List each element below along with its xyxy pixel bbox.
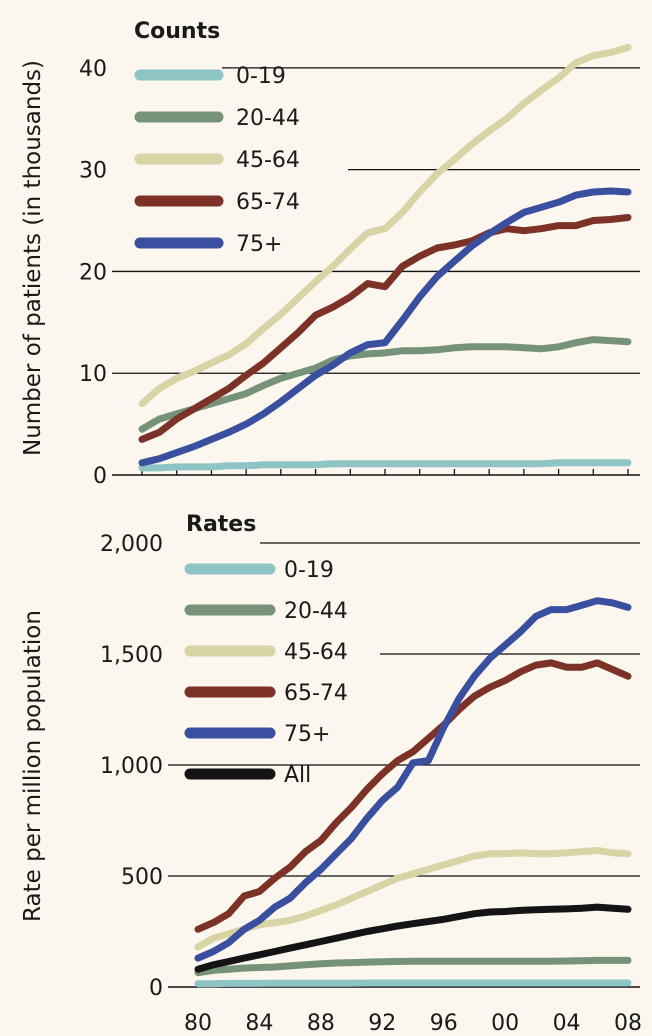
- y-tick-label: 20: [79, 260, 107, 285]
- x-tick-label: 80: [184, 1011, 212, 1036]
- series-line-20-44: [138, 336, 632, 433]
- series-line-65-74: [138, 214, 632, 443]
- legend-label: 20-44: [236, 106, 300, 131]
- counts-y-axis-label: Number of patients (in thousands): [20, 60, 46, 456]
- counts-title: Counts: [134, 19, 220, 44]
- series-line-45-64: [194, 847, 632, 951]
- rates-x-axis: 80 84 88 92 96 00 04 08: [184, 1011, 642, 1036]
- counts-chart: Counts Number of patients (in thousands)…: [20, 19, 640, 489]
- series-line-0-19: [194, 979, 632, 988]
- legend-label: 45-64: [284, 640, 348, 665]
- legend-label: 0-19: [236, 64, 286, 89]
- legend-label: 75+: [236, 232, 282, 257]
- counts-series: [138, 44, 632, 472]
- x-tick-label: 92: [368, 1011, 396, 1036]
- rates-y-ticks: 0 500 1,000 1,500 2,000: [100, 532, 163, 1001]
- legend-label: 75+: [284, 722, 330, 747]
- legend-label: All: [284, 763, 311, 788]
- y-tick-label: 1,500: [100, 643, 163, 668]
- legend-label: 45-64: [236, 148, 300, 173]
- series-line-75plus: [194, 597, 632, 962]
- y-tick-label: 10: [79, 362, 107, 387]
- series-line-All: [194, 903, 632, 973]
- y-tick-label: 0: [149, 976, 163, 1001]
- counts-y-ticks: 0 10 20 30 40: [79, 57, 107, 489]
- y-tick-label: 1,000: [100, 754, 163, 779]
- x-tick-label: 08: [614, 1011, 642, 1036]
- y-tick-label: 500: [121, 865, 163, 890]
- legend-label: 65-74: [284, 681, 348, 706]
- y-tick-label: 40: [79, 57, 107, 82]
- series-line-20-44: [194, 956, 632, 977]
- legend-label: 20-44: [284, 599, 348, 624]
- y-tick-label: 0: [93, 464, 107, 489]
- rates-legend: 0-19 20-44 45-64 65-74 75+ All: [184, 558, 348, 788]
- series-line-75plus: [138, 187, 632, 467]
- rates-y-axis-label: Rate per million population: [20, 610, 46, 922]
- x-tick-label: 84: [245, 1011, 273, 1036]
- x-tick-label: 00: [491, 1011, 519, 1036]
- rates-series: [194, 597, 632, 988]
- legend-label: 65-74: [236, 190, 300, 215]
- series-line-0-19: [138, 459, 632, 472]
- series-line-65-74: [194, 659, 632, 933]
- rates-title: Rates: [186, 512, 256, 537]
- rates-chart: Rates Rate per million population 0 500 1,…: [20, 512, 642, 1036]
- series-line-45-64: [138, 44, 632, 408]
- counts-gridlines: [112, 67, 640, 476]
- x-tick-label: 96: [430, 1011, 458, 1036]
- legend-label: 0-19: [284, 558, 334, 583]
- x-tick-label: 04: [553, 1011, 581, 1036]
- counts-legend: 0-19 20-44 45-64 65-74 75+: [134, 64, 300, 257]
- y-tick-label: 2,000: [100, 532, 163, 557]
- x-tick-label: 88: [307, 1011, 335, 1036]
- y-tick-label: 30: [79, 159, 107, 184]
